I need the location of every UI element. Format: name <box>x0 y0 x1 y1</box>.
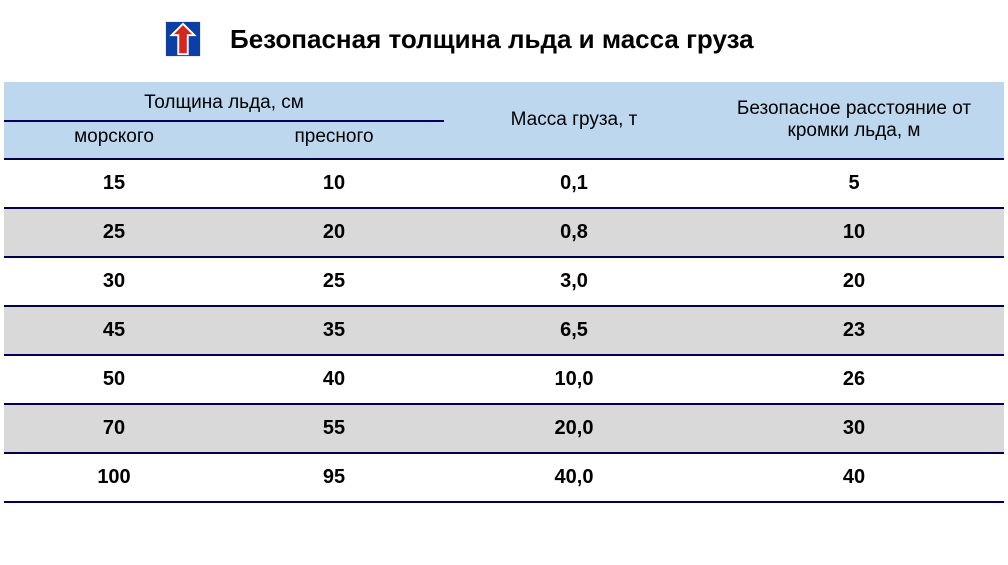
cell-fresh: 10 <box>224 159 444 208</box>
cell-distance: 20 <box>704 257 1004 306</box>
col-header-thickness: Толщина льда, см <box>4 82 444 121</box>
cell-sea: 30 <box>4 257 224 306</box>
col-header-mass: Масса груза, т <box>444 82 704 159</box>
cell-mass: 0,1 <box>444 159 704 208</box>
cell-fresh: 40 <box>224 355 444 404</box>
cell-sea: 45 <box>4 306 224 355</box>
cell-distance: 30 <box>704 404 1004 453</box>
cell-distance: 40 <box>704 453 1004 502</box>
cell-sea: 50 <box>4 355 224 404</box>
cell-fresh: 95 <box>224 453 444 502</box>
cell-sea: 15 <box>4 159 224 208</box>
cell-distance: 5 <box>704 159 1004 208</box>
page: Безопасная толщина льда и масса груза То… <box>0 0 1008 513</box>
table-row: 30 25 3,0 20 <box>4 257 1004 306</box>
cell-fresh: 35 <box>224 306 444 355</box>
cell-distance: 26 <box>704 355 1004 404</box>
ice-load-table: Толщина льда, см Масса груза, т Безопасн… <box>4 82 1004 503</box>
table-row: 45 35 6,5 23 <box>4 306 1004 355</box>
cell-mass: 3,0 <box>444 257 704 306</box>
cell-mass: 10,0 <box>444 355 704 404</box>
cell-sea: 100 <box>4 453 224 502</box>
cell-mass: 20,0 <box>444 404 704 453</box>
cell-fresh: 25 <box>224 257 444 306</box>
cell-mass: 40,0 <box>444 453 704 502</box>
cell-mass: 0,8 <box>444 208 704 257</box>
table-row: 25 20 0,8 10 <box>4 208 1004 257</box>
cell-sea: 25 <box>4 208 224 257</box>
cell-distance: 10 <box>704 208 1004 257</box>
col-header-distance: Безопасное расстояние от кромки льда, м <box>704 82 1004 159</box>
col-header-sea: морского <box>4 121 224 159</box>
road-sign-arrow-up-icon <box>164 20 202 58</box>
cell-distance: 23 <box>704 306 1004 355</box>
col-header-fresh: пресного <box>224 121 444 159</box>
table-header: Толщина льда, см Масса груза, т Безопасн… <box>4 82 1004 159</box>
table-row: 100 95 40,0 40 <box>4 453 1004 502</box>
cell-fresh: 20 <box>224 208 444 257</box>
table-row: 50 40 10,0 26 <box>4 355 1004 404</box>
cell-fresh: 55 <box>224 404 444 453</box>
table-row: 15 10 0,1 5 <box>4 159 1004 208</box>
table-row: 70 55 20,0 30 <box>4 404 1004 453</box>
title-row: Безопасная толщина льда и масса груза <box>4 20 1004 58</box>
page-title: Безопасная толщина льда и масса груза <box>230 24 754 55</box>
cell-sea: 70 <box>4 404 224 453</box>
cell-mass: 6,5 <box>444 306 704 355</box>
table-body: 15 10 0,1 5 25 20 0,8 10 30 25 3,0 20 45… <box>4 159 1004 502</box>
